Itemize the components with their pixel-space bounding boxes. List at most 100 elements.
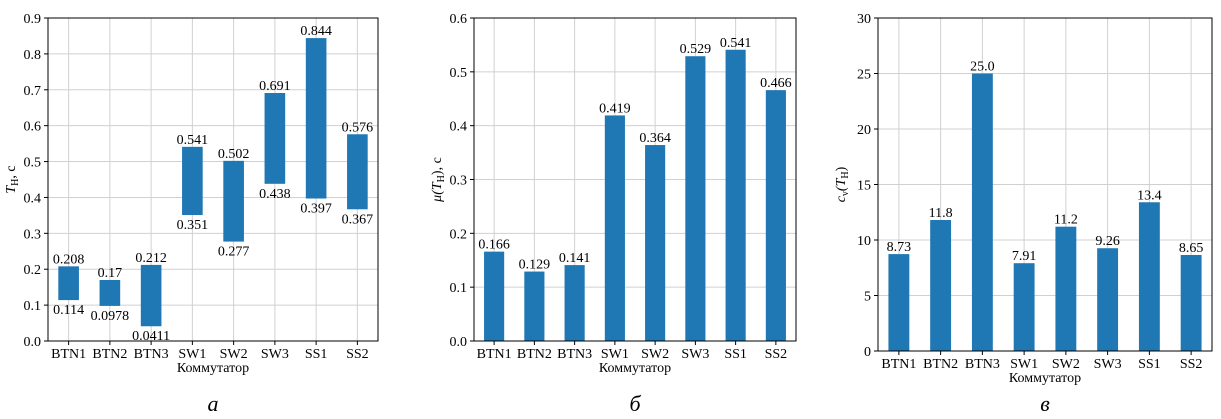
y-tick-label: 0.4 — [450, 120, 468, 135]
bar-low-label: 0.0978 — [91, 309, 130, 324]
range-bar — [99, 279, 121, 306]
bar — [484, 251, 505, 341]
x-tick-label: BTN2 — [923, 357, 958, 372]
y-tick-label: 0 — [864, 345, 871, 360]
y-axis-label-part: T — [4, 185, 19, 194]
bar-low-label: 0.367 — [342, 212, 374, 227]
bar-high-label: 0.17 — [98, 266, 123, 281]
x-tick-label: SW1 — [601, 347, 629, 362]
bar — [765, 90, 786, 342]
range-bar — [347, 134, 368, 210]
bar — [524, 271, 545, 341]
bar-low-label: 0.114 — [53, 303, 84, 318]
range-bar — [305, 38, 327, 199]
y-tick-label: 0.4 — [24, 191, 42, 206]
x-tick-label: BTN1 — [881, 357, 916, 372]
y-tick-label: 20 — [857, 123, 871, 138]
bar-high-label: 0.844 — [300, 24, 332, 39]
x-axis-label: Коммутатор — [599, 361, 671, 376]
x-tick-label: SW3 — [261, 347, 289, 362]
bar — [1097, 248, 1119, 351]
y-axis-label: μ(TH), с — [430, 157, 447, 203]
x-tick-label: BTN1 — [51, 347, 86, 362]
bar-value-label: 7.91 — [1012, 249, 1037, 264]
y-tick-label: 0.7 — [24, 84, 42, 99]
bar-low-label: 0.0411 — [132, 329, 170, 344]
bar — [725, 49, 746, 342]
range-bar — [140, 264, 162, 327]
x-tick-label: SS1 — [1138, 357, 1161, 372]
range-bar — [223, 160, 244, 242]
bar — [604, 115, 625, 342]
x-tick-label: SW1 — [1010, 357, 1038, 372]
y-tick-label: 0.3 — [450, 174, 468, 189]
bar-low-label: 0.397 — [300, 202, 332, 217]
x-tick-label: SS2 — [346, 347, 369, 362]
bar-value-label: 9.26 — [1095, 234, 1120, 249]
y-axis-label: cv(TH) — [834, 166, 851, 202]
plot-frame — [877, 17, 1213, 352]
y-tick-label: 0.6 — [450, 12, 468, 27]
bar-value-label: 11.2 — [1054, 213, 1078, 228]
y-axis-label: TH, с — [4, 165, 21, 193]
y-axis-label-part: ) — [834, 166, 849, 171]
bar-low-label: 0.351 — [177, 218, 209, 233]
y-tick-label: 0.0 — [24, 335, 42, 350]
bar-value-label: 0.129 — [519, 258, 551, 273]
bar-value-label: 0.541 — [720, 36, 752, 51]
y-axis-label-subscript: H — [840, 171, 851, 178]
bar-high-label: 0.691 — [259, 79, 291, 94]
x-tick-label: SS1 — [305, 347, 328, 362]
y-tick-label: 10 — [857, 234, 871, 249]
bar — [930, 220, 952, 351]
y-axis-label-subscript: H — [436, 175, 447, 182]
bar-value-label: 0.419 — [599, 101, 631, 116]
x-tick-label: BTN3 — [557, 347, 592, 362]
bar — [1013, 263, 1035, 351]
range-bar — [58, 266, 79, 301]
x-tick-label: SS2 — [1180, 357, 1203, 372]
bar-value-label: 8.73 — [887, 240, 912, 255]
x-tick-label: SS1 — [724, 347, 747, 362]
x-tick-label: BTN2 — [517, 347, 552, 362]
y-axis-label-part: , с — [4, 165, 19, 178]
y-tick-label: 0.9 — [24, 12, 42, 27]
x-tick-label: SW2 — [220, 347, 248, 362]
x-tick-label: SW3 — [1094, 357, 1122, 372]
y-tick-label: 0.6 — [24, 120, 42, 135]
x-tick-label: SW3 — [681, 347, 709, 362]
bar — [1138, 202, 1160, 351]
y-tick-label: 0.1 — [24, 299, 42, 314]
x-tick-label: SW1 — [178, 347, 206, 362]
y-axis-label-part: c — [834, 195, 849, 202]
y-axis-label-subscript: v — [840, 191, 851, 196]
chart-panel-1: 0.0 0.1 0.2 0.3 0.4 0.5 0.6 0.7 0.8 0.9 BTN1 BTN2 BT… — [4, 12, 379, 376]
bar-high-label: 0.212 — [135, 251, 167, 266]
x-tick-label: BTN2 — [92, 347, 127, 362]
bar-value-label: 13.4 — [1137, 188, 1162, 203]
x-tick-label: BTN1 — [477, 347, 512, 362]
bar — [645, 145, 666, 341]
y-tick-label: 5 — [864, 290, 871, 305]
x-tick-label: BTN3 — [134, 347, 169, 362]
bar-value-label: 8.65 — [1179, 241, 1204, 256]
bar-value-label: 0.466 — [760, 76, 792, 91]
x-axis-label: Коммутатор — [1009, 371, 1081, 386]
range-bar — [182, 146, 203, 216]
y-axis-label-part: μ(T — [430, 181, 445, 203]
bar — [685, 56, 706, 341]
bar — [564, 265, 585, 341]
chart-panel-3: 0 5 10 15 20 25 30 BTN1 BTN2 BTN3 SW1 SW2 SW3 SS1 SS2 8… — [834, 12, 1213, 386]
bar — [1180, 254, 1202, 351]
y-tick-label: 0.3 — [24, 227, 42, 242]
bar — [1055, 226, 1077, 351]
bar-high-label: 0.208 — [53, 252, 85, 267]
bar-value-label: 0.166 — [478, 238, 510, 253]
y-tick-label: 30 — [857, 12, 871, 27]
y-tick-label: 0.5 — [24, 156, 42, 171]
bar-high-label: 0.502 — [218, 147, 250, 162]
panel-caption: а — [208, 391, 219, 416]
y-tick-label: 0.8 — [24, 48, 42, 63]
bar — [971, 73, 993, 351]
y-tick-label: 15 — [857, 179, 871, 194]
